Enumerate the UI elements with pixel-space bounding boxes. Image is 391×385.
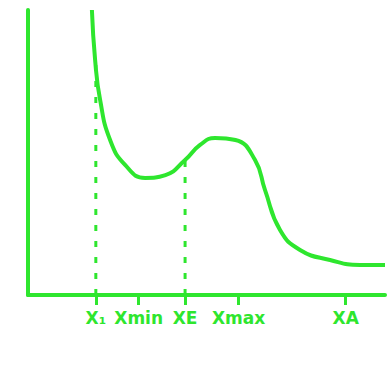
svg-text:X₁: X₁: [86, 308, 107, 328]
svg-text:Xmin: Xmin: [114, 308, 163, 328]
svg-text:XE: XE: [173, 308, 198, 328]
svg-text:Xmax: Xmax: [212, 308, 265, 328]
svg-text:XA: XA: [333, 308, 360, 328]
